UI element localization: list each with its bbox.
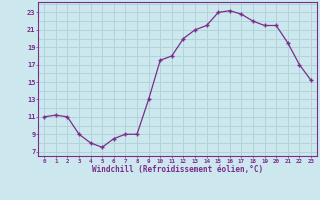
X-axis label: Windchill (Refroidissement éolien,°C): Windchill (Refroidissement éolien,°C)	[92, 165, 263, 174]
